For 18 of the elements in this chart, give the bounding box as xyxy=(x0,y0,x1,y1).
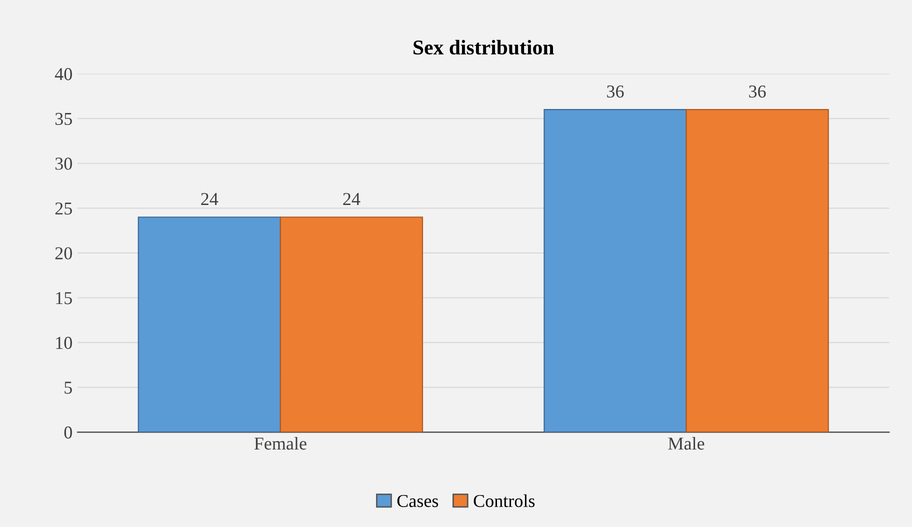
legend-label: Cases xyxy=(397,494,438,508)
y-tick-label: 25 xyxy=(55,202,72,215)
legend-label: Controls xyxy=(474,494,535,508)
y-tick-label: 20 xyxy=(55,247,72,260)
data-label: 36 xyxy=(607,85,624,98)
y-tick-label: 40 xyxy=(54,68,72,80)
data-label: 24 xyxy=(343,192,360,205)
y-tick-label: 0 xyxy=(64,426,72,439)
x-tick-label: Male xyxy=(668,437,704,450)
x-tick-label: Female xyxy=(254,437,306,450)
y-tick-label: 5 xyxy=(64,382,72,394)
data-label: 24 xyxy=(201,192,218,205)
y-tick-label: 10 xyxy=(56,336,72,349)
chart-title: Sex distribution xyxy=(414,40,554,55)
data-label: 36 xyxy=(749,85,766,98)
y-tick-label: 35 xyxy=(55,112,72,126)
y-tick-label: 15 xyxy=(56,292,72,304)
y-tick-label: 30 xyxy=(55,158,72,170)
